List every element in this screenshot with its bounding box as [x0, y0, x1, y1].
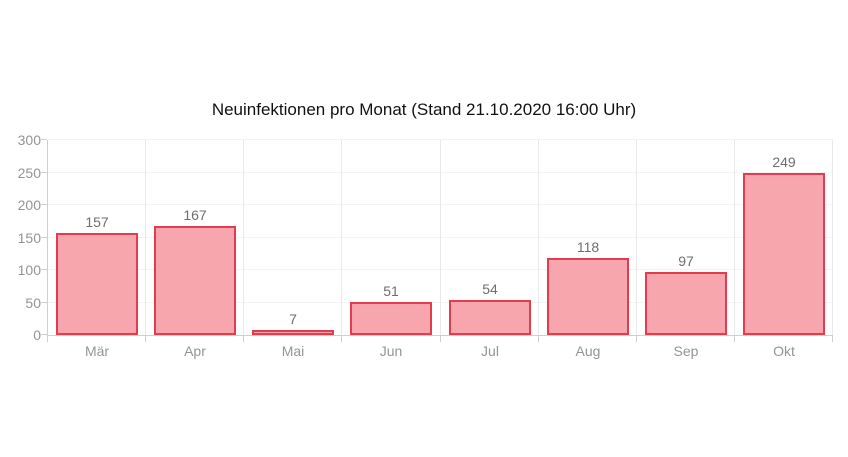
- bar-value-label: 118: [576, 239, 600, 255]
- v-gridline: [734, 140, 735, 335]
- x-tick-label-apr: Apr: [184, 343, 206, 359]
- x-axis-tick: [636, 336, 637, 342]
- plot-area: 0 50 100 150 200 250 300 157 Mär 167 Apr 7 Mai 51 Jun 5…: [18, 132, 833, 359]
- bar-maer[interactable]: [56, 233, 138, 335]
- bar-value-label: 54: [482, 281, 498, 297]
- x-tick-label-mai: Mai: [281, 343, 305, 359]
- x-axis-tick: [538, 336, 539, 342]
- y-axis-tick: [41, 139, 47, 140]
- x-axis-tick: [47, 336, 48, 342]
- v-gridline: [341, 140, 342, 335]
- x-axis-tick: [440, 336, 441, 342]
- x-tick-label-jul: Jul: [481, 343, 499, 359]
- v-gridline: [440, 140, 441, 335]
- bar-apr[interactable]: [154, 226, 236, 335]
- y-axis-tick: [41, 236, 47, 238]
- x-tick-label-aug: Aug: [575, 343, 601, 359]
- v-gridline: [243, 140, 244, 335]
- y-tick-label: 150: [17, 229, 41, 246]
- v-gridline: [538, 140, 539, 335]
- v-gridline: [145, 140, 146, 335]
- bar-aug[interactable]: [547, 258, 629, 335]
- y-axis-tick: [41, 204, 47, 205]
- x-tick-label-maer: Mär: [84, 343, 110, 359]
- v-gridline: [832, 140, 833, 335]
- h-gridline: [48, 139, 833, 140]
- y-axis-tick: [41, 269, 47, 270]
- x-axis-tick: [832, 336, 833, 342]
- x-axis-tick: [243, 336, 244, 342]
- x-tick-label-jun: Jun: [379, 343, 403, 359]
- y-tick-label: 50: [25, 294, 41, 311]
- bar-sep[interactable]: [645, 272, 727, 335]
- y-tick-label: 300: [17, 132, 41, 148]
- y-axis-tick: [41, 334, 47, 335]
- v-gridline: [636, 140, 637, 335]
- bar-value-label: 249: [772, 154, 796, 170]
- bar-okt[interactable]: [743, 173, 825, 335]
- bar-mai[interactable]: [252, 330, 334, 335]
- bar-value-label: 167: [183, 207, 207, 223]
- y-tick-label: 250: [17, 164, 41, 181]
- chart-title: Neuinfektionen pro Monat (Stand 21.10.20…: [211, 100, 637, 119]
- x-axis-tick: [145, 336, 146, 342]
- x-axis-tick: [341, 336, 342, 342]
- bar-jul[interactable]: [449, 300, 531, 335]
- y-axis-tick: [41, 301, 47, 303]
- bar-value-label: 7: [289, 311, 297, 327]
- y-tick-label: 0: [33, 327, 41, 343]
- bar-jun[interactable]: [350, 302, 432, 335]
- y-tick-label: 200: [17, 197, 41, 213]
- bar-value-label: 157: [85, 214, 109, 230]
- y-axis-tick: [41, 171, 47, 173]
- y-tick-label: 100: [17, 262, 41, 278]
- x-axis-tick: [734, 336, 735, 342]
- bar-value-label: 51: [383, 283, 399, 299]
- x-tick-label-okt: Okt: [773, 343, 795, 359]
- bar-value-label: 97: [678, 253, 694, 269]
- x-tick-label-sep: Sep: [673, 343, 699, 359]
